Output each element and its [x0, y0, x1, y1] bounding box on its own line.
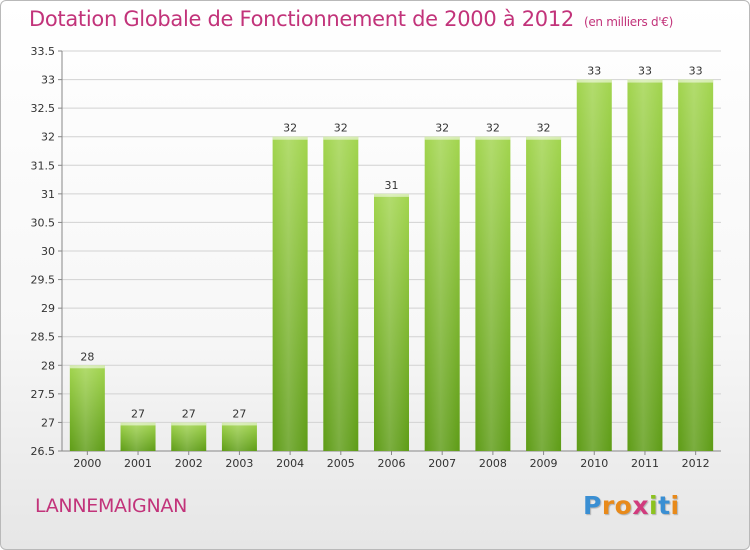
y-tick-label: 32 — [41, 131, 55, 144]
x-tick-label: 2012 — [682, 457, 710, 470]
x-tick-label: 2010 — [580, 457, 608, 470]
value-label: 32 — [283, 122, 297, 135]
y-tick-label: 29.5 — [31, 274, 56, 287]
x-tick-label: 2001 — [124, 457, 152, 470]
bars — [69, 79, 714, 452]
x-tick-label: 2005 — [327, 457, 355, 470]
bar-shine — [272, 136, 308, 451]
bar-highlight — [627, 79, 663, 83]
chart-unit: (en milliers d'€) — [583, 15, 673, 29]
value-label: 32 — [435, 122, 449, 135]
y-tick-labels: 26.5 27 27.5 28 28.5 29 29.5 30 30.5 31 31.5 32 32.5… — [31, 45, 56, 458]
chart-title-text: Dotation Globale de Fonctionnement de 20… — [29, 7, 574, 31]
value-label: 32 — [537, 122, 551, 135]
y-tick-label: 28 — [41, 359, 55, 372]
bar-highlight — [678, 79, 714, 83]
y-tick-label: 28.5 — [31, 331, 56, 344]
y-tick-label: 31.5 — [31, 159, 56, 172]
y-tick-label: 31 — [41, 188, 55, 201]
bar-highlight — [272, 136, 308, 140]
value-label: 33 — [638, 65, 652, 78]
x-tick-labels: 2000 2001 2002 2003 2004 2005 2006 2007 2008 2009… — [73, 451, 710, 470]
value-label: 27 — [182, 407, 196, 420]
bar-highlight — [576, 79, 612, 83]
value-label: 28 — [80, 350, 94, 363]
x-tick-label: 2006 — [378, 457, 406, 470]
y-tick-label: 29 — [41, 302, 55, 315]
x-tick-label: 2007 — [428, 457, 456, 470]
x-tick-label: 2004 — [276, 457, 304, 470]
value-label: 31 — [385, 179, 399, 192]
value-labels: 28 27 27 27 32 32 31 32 32 32 33 33 33 — [80, 65, 702, 421]
bar-highlight — [374, 193, 409, 197]
y-tick-label: 33 — [41, 74, 55, 87]
bar-shine — [627, 79, 663, 452]
y-tick-label: 27.5 — [31, 388, 56, 401]
y-tick-label: 26.5 — [31, 445, 56, 458]
x-tick-label: 2000 — [73, 457, 101, 470]
chart-title: Dotation Globale de Fonctionnement de 20… — [29, 7, 673, 31]
x-tick-label: 2009 — [530, 457, 558, 470]
commune-name: LANNEMAIGNAN — [35, 495, 187, 517]
x-tick-label: 2003 — [225, 457, 253, 470]
bar-shine — [576, 79, 612, 452]
bar-highlight — [69, 365, 105, 369]
bar-shine — [221, 422, 257, 451]
bar-shine — [678, 79, 714, 452]
bar-shine — [120, 422, 156, 451]
value-label: 32 — [486, 122, 500, 135]
value-label: 27 — [131, 407, 145, 420]
bar-highlight — [120, 422, 156, 426]
bar-shine — [69, 365, 105, 451]
x-tick-label: 2011 — [631, 457, 659, 470]
y-tick-label: 33.5 — [31, 45, 56, 58]
x-tick-label: 2008 — [479, 457, 507, 470]
value-label: 27 — [232, 407, 246, 420]
bar-highlight — [323, 136, 359, 140]
bar-shine — [374, 193, 409, 451]
y-tick-label: 30.5 — [31, 216, 56, 229]
value-label: 33 — [587, 65, 601, 78]
bar-shine — [323, 136, 359, 451]
x-tick-label: 2002 — [175, 457, 203, 470]
bar-shine — [171, 422, 207, 451]
bar-highlight — [171, 422, 207, 426]
bar-highlight — [221, 422, 257, 426]
y-tick-label: 30 — [41, 245, 55, 258]
value-label: 32 — [334, 122, 348, 135]
bar-shine — [424, 136, 460, 451]
bar-shine — [475, 136, 511, 451]
bar-shine — [526, 136, 562, 451]
bar-highlight — [424, 136, 460, 140]
bar-highlight — [526, 136, 562, 140]
bar-highlight — [475, 136, 511, 140]
y-tick-label: 32.5 — [31, 102, 56, 115]
proxiti-logo: Proxiti — [583, 491, 680, 520]
value-label: 33 — [689, 65, 703, 78]
y-tick-label: 27 — [41, 416, 55, 429]
